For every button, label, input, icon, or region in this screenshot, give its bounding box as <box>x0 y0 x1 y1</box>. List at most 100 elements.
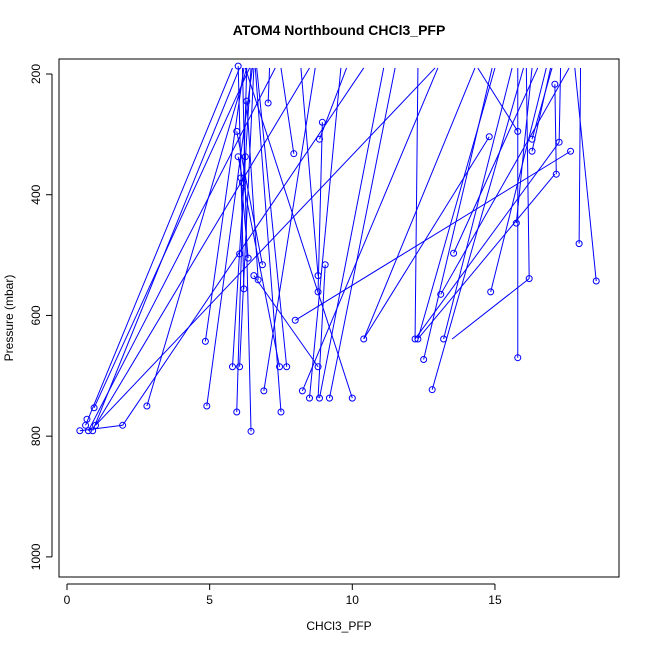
series-line-segment <box>317 264 326 399</box>
data-point <box>414 335 422 343</box>
y-tick-label: 1000 <box>29 543 43 570</box>
series-line-segment <box>263 67 316 391</box>
series-line-segment <box>515 67 533 224</box>
data-point <box>575 240 583 248</box>
series-line-segment <box>531 67 553 140</box>
data-point <box>241 153 249 161</box>
data-point <box>254 276 262 284</box>
data-point <box>264 99 272 107</box>
x-tick-label: 15 <box>488 593 502 607</box>
x-tick-label: 10 <box>346 593 360 607</box>
data-point <box>318 118 326 126</box>
series-line-segment <box>253 275 319 368</box>
series-line-segment <box>254 67 282 413</box>
series-line-segment <box>93 67 251 408</box>
data-point <box>298 387 306 395</box>
series-line-segment <box>95 67 436 426</box>
data-point <box>236 363 244 371</box>
series-line-segment <box>443 67 513 340</box>
series-line-segment <box>414 141 560 340</box>
x-tick-label: 5 <box>206 593 213 607</box>
data-point <box>143 402 151 410</box>
series-line-segment <box>451 278 530 340</box>
data-point <box>514 354 522 362</box>
y-tick-label: 800 <box>29 426 43 446</box>
data-point <box>360 335 368 343</box>
data-point <box>276 363 284 371</box>
data-point <box>283 363 291 371</box>
data-point <box>237 174 245 182</box>
data-point <box>528 147 536 155</box>
data-point <box>260 387 268 395</box>
y-tick-label: 600 <box>29 305 43 325</box>
x-tick-label: 0 <box>64 593 71 607</box>
series-line-segment <box>280 67 295 154</box>
series-line-segment <box>328 67 396 399</box>
data-point <box>314 272 322 280</box>
data-point <box>92 421 100 429</box>
data-point <box>552 170 560 178</box>
series-line-segment <box>319 67 348 140</box>
data-point <box>228 363 236 371</box>
data-point <box>528 135 536 143</box>
data-point <box>321 261 329 269</box>
data-point <box>247 427 255 435</box>
series-line-segment <box>440 67 570 295</box>
series-line-segment <box>95 67 310 426</box>
data-point <box>487 288 495 296</box>
series-line-segment <box>146 67 248 407</box>
series-line-segment <box>453 67 539 254</box>
series-line-segment <box>237 66 245 289</box>
series-line-segment <box>318 67 385 399</box>
data-point <box>437 290 445 298</box>
data-point <box>234 62 242 70</box>
data-point <box>525 275 533 283</box>
series-line-segment <box>204 67 245 342</box>
data-point <box>567 147 575 155</box>
data-point <box>440 335 448 343</box>
series-line-segment <box>236 131 263 265</box>
data-point <box>485 133 493 141</box>
data-point <box>277 408 285 416</box>
series-line-segment <box>574 67 597 282</box>
data-point <box>83 415 91 423</box>
data-point <box>233 127 241 135</box>
series-line-segment <box>267 67 271 103</box>
data-point <box>84 427 92 435</box>
data-point <box>450 249 458 257</box>
series-line-segment <box>239 67 255 367</box>
data-point <box>420 356 428 364</box>
data-point <box>315 135 323 143</box>
data-point <box>325 394 333 402</box>
data-point <box>201 337 209 345</box>
series-line-segment <box>525 67 530 279</box>
series-line-segment <box>417 67 496 340</box>
plot-area: 0 5 10 15 200 400 600 800 1000 <box>29 58 620 607</box>
data-point <box>244 254 252 262</box>
series-line-segment <box>240 177 249 259</box>
data-point <box>258 261 266 269</box>
data-point <box>514 127 522 135</box>
series-line-segment <box>300 67 319 276</box>
series-line-segment <box>241 67 252 432</box>
series-line-segment <box>301 67 439 392</box>
data-point <box>306 394 314 402</box>
plot-frame <box>58 58 620 578</box>
series-group <box>76 62 600 435</box>
series-line-segment <box>578 67 582 244</box>
data-point <box>90 404 98 412</box>
series-line-segment <box>237 156 281 367</box>
data-point <box>551 80 559 88</box>
data-point <box>555 138 563 146</box>
series-line-segment <box>417 173 556 340</box>
data-point <box>238 179 246 187</box>
data-point <box>250 272 258 280</box>
data-point <box>233 408 241 416</box>
series-line-segment <box>414 67 419 339</box>
data-point <box>428 386 436 394</box>
series-line-segment <box>363 67 476 340</box>
data-point <box>203 402 211 410</box>
data-point <box>119 421 127 429</box>
data-point <box>348 394 356 402</box>
